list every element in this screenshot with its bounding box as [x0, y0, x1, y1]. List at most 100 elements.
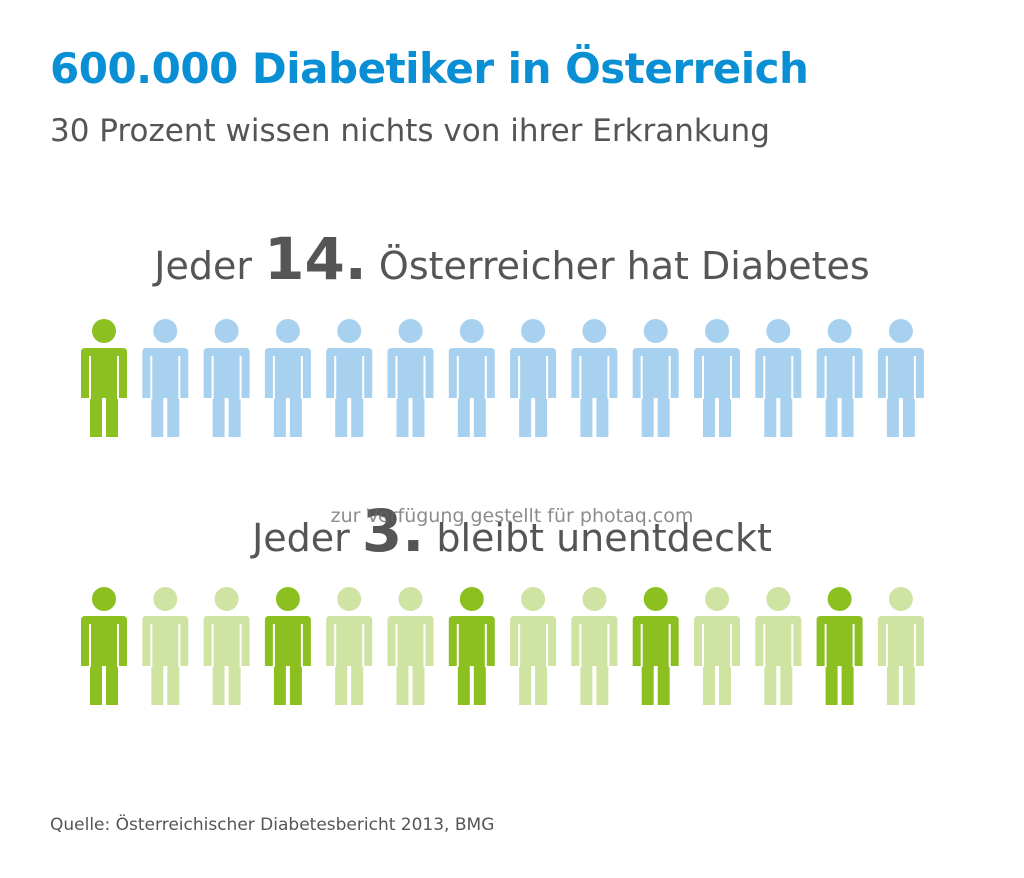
arm-gap-left [640, 356, 643, 399]
person-head [827, 587, 852, 611]
person-head [888, 319, 913, 343]
arm-gap-right [484, 624, 487, 667]
person-head [582, 587, 607, 611]
chart-1-person-icon-9 [571, 319, 618, 437]
chart-1-person-icon-3 [203, 319, 250, 437]
person-body [755, 616, 802, 705]
person-body [264, 616, 311, 705]
person-body [81, 348, 127, 437]
arm-gap-right [300, 624, 303, 667]
person-body [81, 616, 127, 705]
chart-1-person-icon-10 [632, 319, 679, 437]
chart-1-headline: Jeder 14. Österreicher hat Diabetes [0, 225, 1024, 293]
person-body [510, 348, 557, 437]
chart-1-headline-prefix: Jeder [154, 244, 265, 288]
person-head [214, 319, 239, 343]
arm-gap-left [211, 624, 214, 667]
arm-gap-right [423, 356, 426, 399]
arm-gap-right [913, 356, 916, 399]
chart-1-person-icon-7 [448, 319, 495, 437]
person-body [387, 616, 434, 705]
person-body [816, 616, 863, 705]
arm-gap-left [702, 356, 704, 399]
arm-gap-left [518, 356, 521, 399]
chart-2-person-icon-12 [755, 587, 802, 705]
arm-gap-left [824, 356, 827, 399]
person-body [632, 348, 679, 437]
person-head [459, 587, 484, 611]
person-body [571, 348, 618, 437]
person-head [398, 587, 423, 611]
arm-gap-right [852, 624, 855, 667]
arm-gap-left [150, 624, 153, 667]
arm-gap-left [272, 624, 275, 667]
arm-gap-left [395, 624, 398, 667]
arm-gap-left [763, 624, 766, 667]
chart-1-person-icon-13 [816, 319, 863, 437]
chart-2-person-icon-4-highlighted [264, 587, 311, 705]
arm-gap-left [395, 356, 398, 399]
person-head [459, 319, 484, 343]
person-head [214, 587, 239, 611]
arm-gap-right [239, 624, 242, 667]
page-subtitle: 30 Prozent wissen nichts von ihrer Erkra… [50, 113, 770, 149]
chart-2-person-icon-14 [877, 587, 924, 705]
person-body [142, 348, 189, 437]
person-body [816, 348, 863, 437]
chart-2-headline-prefix: Jeder [252, 516, 362, 560]
chart-2-person-icon-2 [142, 587, 189, 705]
arm-gap-right [239, 356, 242, 399]
arm-gap-right [117, 624, 119, 667]
chart-1-person-icon-4 [264, 319, 311, 437]
arm-gap-left [518, 624, 521, 667]
chart-2-person-icon-10-highlighted [632, 587, 679, 705]
chart-2-person-icon-7-highlighted [448, 587, 495, 705]
arm-gap-left [640, 624, 643, 667]
person-body [632, 616, 679, 705]
arm-gap-left [334, 624, 337, 667]
person-head [521, 587, 546, 611]
person-body [694, 348, 740, 437]
arm-gap-left [456, 624, 459, 667]
arm-gap-left [702, 624, 704, 667]
person-head [92, 319, 116, 343]
arm-gap-left [579, 356, 582, 399]
arm-gap-left [89, 356, 91, 399]
person-body [203, 348, 250, 437]
person-body [510, 616, 557, 705]
person-body [387, 348, 434, 437]
person-body [326, 348, 373, 437]
person-head [398, 319, 423, 343]
person-body [203, 616, 250, 705]
chart-1-person-icon-14 [877, 319, 924, 437]
chart-1-person-icon-11 [694, 319, 740, 437]
person-head [705, 319, 729, 343]
person-head [275, 587, 300, 611]
arm-gap-right [791, 356, 794, 399]
arm-gap-right [730, 356, 732, 399]
chart-2-person-icon-13-highlighted [816, 587, 863, 705]
arm-gap-right [913, 624, 916, 667]
person-head [888, 587, 913, 611]
arm-gap-left [824, 624, 827, 667]
arm-gap-right [852, 356, 855, 399]
chart-2-person-icon-5 [326, 587, 373, 705]
person-head [766, 319, 791, 343]
arm-gap-left [272, 356, 275, 399]
arm-gap-right [546, 624, 549, 667]
chart-2-person-icon-8 [510, 587, 557, 705]
arm-gap-right [300, 356, 303, 399]
arm-gap-left [150, 356, 153, 399]
page-title: 600.000 Diabetiker in Österreich [50, 44, 809, 93]
arm-gap-left [885, 624, 888, 667]
person-head [337, 319, 362, 343]
chart-2-headline: Jeder 3. bleibt unentdeckt [0, 497, 1024, 565]
arm-gap-left [579, 624, 582, 667]
arm-gap-right [362, 356, 365, 399]
source-note: Quelle: Österreichischer Diabetesbericht… [50, 815, 495, 835]
chart-2-person-icon-3 [203, 587, 250, 705]
person-head [275, 319, 300, 343]
person-head [521, 319, 546, 343]
chart-1-person-icon-2 [142, 319, 189, 437]
chart-1-person-icon-6 [387, 319, 434, 437]
